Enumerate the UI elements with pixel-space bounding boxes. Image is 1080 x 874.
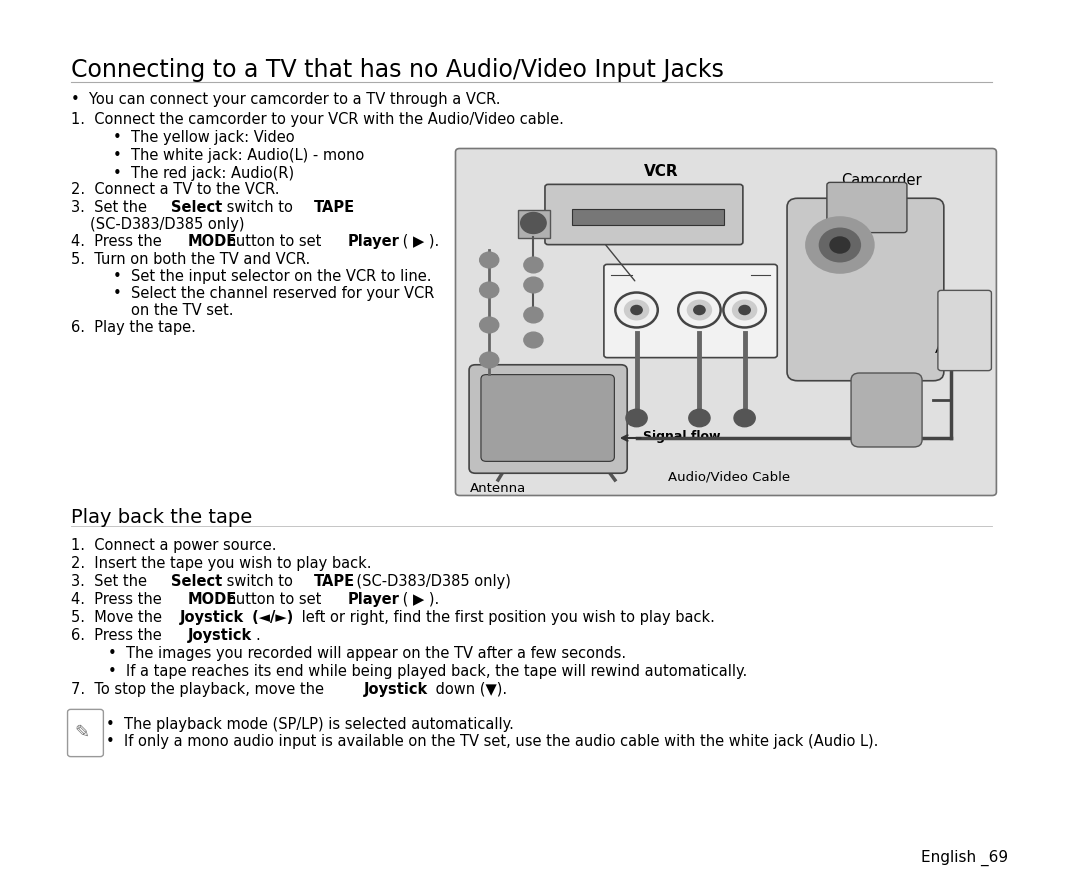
Text: Select: Select: [172, 200, 222, 215]
Circle shape: [524, 332, 543, 348]
Text: •  You can connect your camcorder to a TV through a VCR.: • You can connect your camcorder to a TV…: [70, 92, 500, 107]
Text: Signal flow: Signal flow: [644, 430, 721, 443]
Text: button to set: button to set: [221, 234, 325, 249]
Circle shape: [689, 409, 710, 427]
Circle shape: [631, 305, 643, 316]
Text: 3.  Set the: 3. Set the: [70, 574, 151, 589]
Circle shape: [739, 305, 751, 316]
FancyBboxPatch shape: [787, 198, 944, 381]
Circle shape: [524, 307, 543, 323]
FancyBboxPatch shape: [827, 183, 907, 232]
Text: 4.  Press the: 4. Press the: [70, 234, 166, 249]
Text: INPUT: INPUT: [636, 270, 672, 283]
Text: •  The images you recorded will appear on the TV after a few seconds.: • The images you recorded will appear on…: [108, 646, 626, 661]
Text: TAPE: TAPE: [314, 200, 355, 215]
Text: Joystick: Joystick: [179, 610, 244, 625]
Circle shape: [734, 409, 755, 427]
Bar: [517, 210, 550, 238]
Text: TAPE: TAPE: [314, 574, 355, 589]
Text: 6.  Press the: 6. Press the: [70, 628, 166, 643]
Text: (SC-D383/D385 only): (SC-D383/D385 only): [91, 217, 245, 232]
Text: .: .: [255, 628, 260, 643]
FancyBboxPatch shape: [456, 149, 997, 496]
FancyBboxPatch shape: [937, 290, 991, 371]
Circle shape: [480, 282, 499, 298]
Text: 5.  Turn on both the TV and VCR.: 5. Turn on both the TV and VCR.: [70, 252, 310, 267]
Circle shape: [829, 236, 851, 253]
Text: MODE: MODE: [188, 592, 238, 607]
Circle shape: [732, 300, 757, 321]
Text: switch to: switch to: [221, 200, 297, 215]
Circle shape: [687, 300, 712, 321]
Text: Connecting to a TV that has no Audio/Video Input Jacks: Connecting to a TV that has no Audio/Vid…: [70, 58, 724, 82]
Text: •  Select the channel reserved for your VCR: • Select the channel reserved for your V…: [113, 286, 434, 301]
Text: MODE: MODE: [188, 234, 238, 249]
FancyBboxPatch shape: [469, 364, 627, 473]
Text: 1.  Connect a power source.: 1. Connect a power source.: [70, 538, 276, 553]
Text: •  The white jack: Audio(L) - mono: • The white jack: Audio(L) - mono: [113, 148, 364, 163]
Text: Camcorder: Camcorder: [841, 173, 921, 188]
Circle shape: [480, 352, 499, 368]
Text: 3.  Set the: 3. Set the: [70, 200, 151, 215]
Text: button to set: button to set: [221, 592, 325, 607]
Text: Select: Select: [172, 574, 222, 589]
Text: Audio/Video Cable: Audio/Video Cable: [669, 470, 791, 483]
Text: TV: TV: [491, 392, 511, 407]
Bar: [571, 209, 724, 225]
Circle shape: [819, 227, 861, 262]
Text: 2.  Connect a TV to the VCR.: 2. Connect a TV to the VCR.: [70, 182, 280, 197]
Text: •  If a tape reaches its end while being played back, the tape will rewind autom: • If a tape reaches its end while being …: [108, 664, 747, 679]
Text: AV: AV: [943, 362, 955, 371]
Text: ✎: ✎: [75, 724, 90, 742]
Text: •  The red jack: Audio(R): • The red jack: Audio(R): [113, 166, 294, 181]
Circle shape: [524, 277, 543, 293]
Circle shape: [626, 409, 647, 427]
Circle shape: [806, 217, 874, 273]
Text: 2.  Insert the tape you wish to play back.: 2. Insert the tape you wish to play back…: [70, 556, 372, 571]
Text: 1.  Connect the camcorder to your VCR with the Audio/Video cable.: 1. Connect the camcorder to your VCR wit…: [70, 112, 564, 127]
Text: DV: DV: [967, 362, 980, 371]
FancyBboxPatch shape: [481, 375, 615, 461]
Text: VIDEO   L - AUDIO - R: VIDEO L - AUDIO - R: [617, 288, 734, 298]
Circle shape: [693, 305, 706, 316]
Text: left or right, find the first position you wish to play back.: left or right, find the first position y…: [297, 610, 715, 625]
Text: Player: Player: [348, 234, 400, 249]
Text: down (▼).: down (▼).: [431, 682, 508, 697]
Text: •  If only a mono audio input is available on the TV set, use the audio cable wi: • If only a mono audio input is availabl…: [106, 734, 878, 749]
Text: Joystick: Joystick: [188, 628, 253, 643]
Text: 6.  Play the tape.: 6. Play the tape.: [70, 320, 195, 335]
Text: switch to: switch to: [221, 574, 297, 589]
Text: Play back the tape: Play back the tape: [70, 508, 252, 527]
Text: ( ▶ ).: ( ▶ ).: [397, 234, 438, 249]
Text: . (SC-D383/D385 only): . (SC-D383/D385 only): [348, 574, 511, 589]
Text: PLAY   00:00:00: PLAY 00:00:00: [580, 218, 650, 227]
Text: •  The playback mode (SP/LP) is selected automatically.: • The playback mode (SP/LP) is selected …: [106, 717, 514, 732]
Circle shape: [521, 212, 546, 233]
FancyBboxPatch shape: [851, 373, 922, 447]
Text: ( ▶ ).: ( ▶ ).: [397, 592, 438, 607]
Text: •  The yellow jack: Video: • The yellow jack: Video: [113, 130, 295, 145]
Text: •  Set the input selector on the VCR to line.: • Set the input selector on the VCR to l…: [113, 269, 432, 284]
Text: .: .: [348, 200, 352, 215]
Text: 7.  To stop the playback, move the: 7. To stop the playback, move the: [70, 682, 328, 697]
Text: English _69: English _69: [921, 850, 1009, 866]
Text: Antenna: Antenna: [470, 482, 526, 495]
FancyBboxPatch shape: [604, 264, 778, 357]
Text: VCR: VCR: [644, 164, 678, 179]
Text: Player: Player: [348, 592, 400, 607]
FancyBboxPatch shape: [545, 184, 743, 245]
Text: 5.  Move the: 5. Move the: [70, 610, 166, 625]
Text: Joystick: Joystick: [364, 682, 429, 697]
Text: AV Jack: AV Jack: [935, 343, 984, 356]
Text: 4.  Press the: 4. Press the: [70, 592, 166, 607]
Circle shape: [480, 252, 499, 267]
Circle shape: [524, 257, 543, 273]
Circle shape: [480, 317, 499, 333]
Text: on the TV set.: on the TV set.: [131, 303, 233, 318]
Text: (◄/►): (◄/►): [246, 610, 293, 625]
Circle shape: [624, 300, 649, 321]
FancyBboxPatch shape: [68, 710, 104, 757]
